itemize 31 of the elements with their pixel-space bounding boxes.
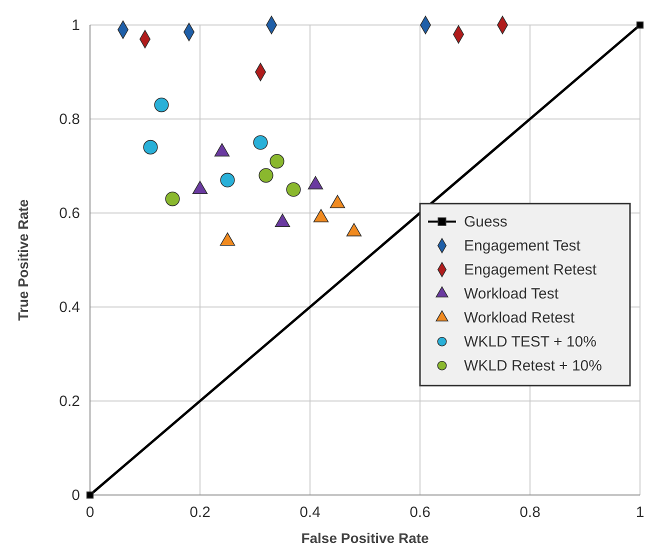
legend-label: Workload Retest xyxy=(464,310,576,327)
point xyxy=(220,172,235,188)
x-tick-label: 0.8 xyxy=(520,504,540,521)
legend-label: Guess xyxy=(464,214,508,231)
x-axis-title: False Positive Rate xyxy=(301,530,430,546)
x-tick-label: 0.2 xyxy=(190,504,210,521)
y-tick-label: 0.4 xyxy=(59,299,80,316)
y-tick-label: 0.8 xyxy=(59,111,80,128)
x-tick-label: 1 xyxy=(636,504,644,521)
point xyxy=(86,491,94,499)
y-tick-label: 0 xyxy=(72,487,80,504)
y-axis-title: True Positive Rate xyxy=(15,199,31,321)
legend-label: WKLD TEST + 10% xyxy=(464,334,596,351)
point xyxy=(253,135,268,150)
legend-label: Engagement Retest xyxy=(464,262,598,279)
x-tick-label: 0.4 xyxy=(300,504,320,521)
y-tick-label: 1 xyxy=(72,17,80,34)
point xyxy=(286,182,301,197)
point xyxy=(636,21,644,29)
y-tick-label: 0.6 xyxy=(59,205,80,222)
point xyxy=(270,154,284,169)
legend-label: WKLD Retest + 10% xyxy=(464,358,602,375)
x-tick-label: 0.6 xyxy=(410,504,430,521)
point xyxy=(154,98,169,112)
point xyxy=(143,140,158,154)
legend-label: Workload Test xyxy=(464,286,560,303)
legend-label: Engagement Test xyxy=(464,238,582,255)
x-tick-label: 0 xyxy=(86,504,94,521)
point xyxy=(165,192,180,206)
point xyxy=(258,168,274,183)
y-tick-label: 0.2 xyxy=(59,393,80,410)
